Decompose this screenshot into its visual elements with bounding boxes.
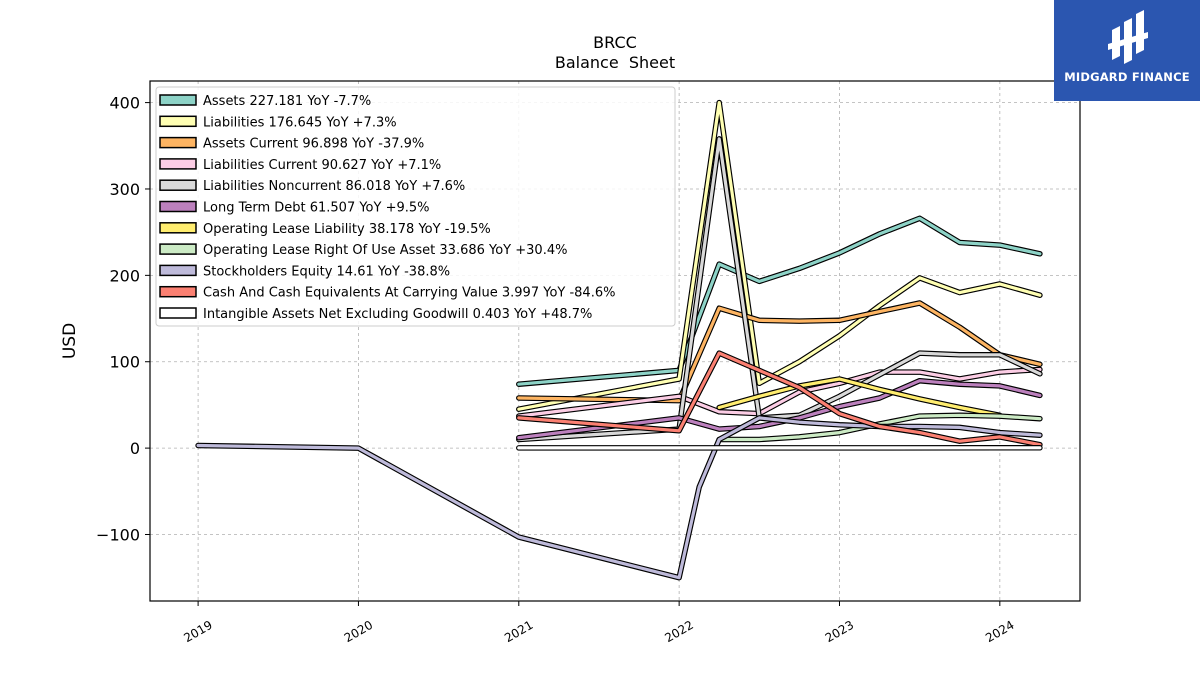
series-line xyxy=(517,351,1042,447)
y-tick-label: 0 xyxy=(130,439,140,458)
y-tick-label: 100 xyxy=(109,353,140,372)
series-line xyxy=(196,416,1042,580)
y-tick-label: 200 xyxy=(109,266,140,285)
x-tick-label: 2023 xyxy=(823,618,856,645)
legend-label: Assets Current 96.898 YoY -37.9% xyxy=(203,137,424,152)
x-tick-label: 2021 xyxy=(502,618,535,645)
legend-swatch xyxy=(159,94,197,106)
legend-label: Liabilities Noncurrent 86.018 YoY +7.6% xyxy=(203,179,465,194)
legend-swatch xyxy=(159,179,197,191)
y-tick-label: 300 xyxy=(109,180,140,199)
series-lines xyxy=(195,99,1043,581)
series-line xyxy=(717,377,1002,417)
legend-label: Operating Lease Right Of Use Asset 33.68… xyxy=(203,243,567,258)
y-tick-label: −100 xyxy=(96,525,140,544)
legend: Assets 227.181 YoY -7.7% Liabilities 176.… xyxy=(155,86,676,327)
legend-swatch xyxy=(159,243,197,255)
y-axis-label: USD xyxy=(60,323,80,359)
legend-label: Stockholders Equity 14.61 YoY -38.8% xyxy=(203,264,450,279)
legend-label: Long Term Debt 61.507 YoY +9.5% xyxy=(203,201,430,216)
legend-label: Operating Lease Liability 38.178 YoY -19… xyxy=(203,222,491,237)
legend-swatch xyxy=(159,264,197,277)
x-tick-label: 2022 xyxy=(662,618,695,645)
series-line xyxy=(517,100,1042,411)
legend-swatch xyxy=(159,285,197,298)
legend-label: Liabilities Current 90.627 YoY +7.1% xyxy=(203,158,441,173)
legend-swatch xyxy=(159,158,197,170)
legend-frame xyxy=(155,86,676,327)
plot-frame xyxy=(149,80,1081,602)
series-line xyxy=(517,367,1042,418)
y-tick-label: 400 xyxy=(109,94,140,113)
chart-subtitle: Balance Sheet xyxy=(555,53,675,72)
series-line xyxy=(517,379,1042,440)
series-line xyxy=(517,137,1042,442)
logo-text: MIDGARD FINANCE xyxy=(1064,70,1190,84)
x-tick-label: 2019 xyxy=(181,618,214,645)
legend-label: Liabilities 176.645 YoY +7.3% xyxy=(203,115,397,130)
legend-label: Intangible Assets Net Excluding Goodwill… xyxy=(203,307,592,322)
logo-mark-icon xyxy=(1108,10,1148,64)
x-tick-label: 2020 xyxy=(342,618,375,645)
chart-title: BRCC xyxy=(593,33,637,52)
legend-swatch xyxy=(159,136,197,149)
series-line xyxy=(517,301,1042,403)
legend-swatch xyxy=(159,200,197,213)
legend-label: Assets 227.181 YoY -7.7% xyxy=(203,94,371,109)
legend-swatch xyxy=(159,115,197,128)
legend-label: Cash And Cash Equivalents At Carrying Va… xyxy=(203,286,615,301)
series-line xyxy=(517,216,1042,386)
x-tick-label: 2024 xyxy=(983,618,1016,645)
midgard-finance-logo: MIDGARD FINANCE xyxy=(1054,0,1200,101)
legend-swatch xyxy=(159,222,197,234)
legend-swatch xyxy=(159,307,197,319)
series-line-outline xyxy=(195,415,1043,581)
